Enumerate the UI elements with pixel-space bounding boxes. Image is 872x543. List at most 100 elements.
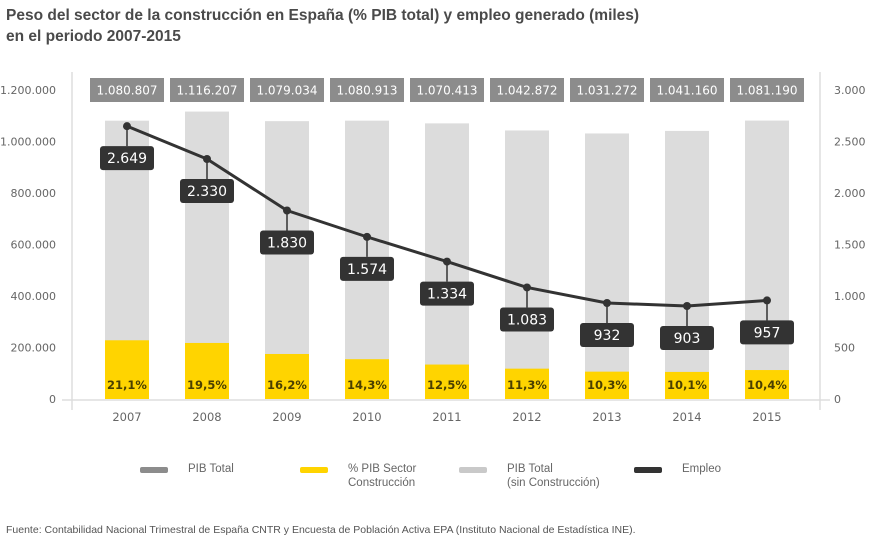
bar-pib-construccion — [425, 364, 469, 399]
right-axis-tick-label: 1.500 — [834, 239, 866, 252]
left-axis-tick-label: 400.000 — [11, 290, 57, 303]
empleo-label-box — [260, 230, 314, 255]
empleo-value-label: 957 — [754, 325, 781, 341]
pib-total-label-box — [650, 78, 724, 102]
pib-total-label-box — [730, 78, 804, 102]
empleo-value-label: 903 — [674, 331, 701, 347]
empleo-label-box — [740, 320, 794, 345]
pct-construccion-label: 21,1% — [107, 378, 147, 392]
empleo-label-box — [180, 179, 234, 204]
pct-construccion-label: 11,3% — [507, 378, 547, 392]
empleo-value-label: 1.830 — [267, 236, 307, 252]
empleo-label-box — [500, 307, 554, 332]
bar-pib-sin-construccion — [265, 121, 309, 399]
right-axis-tick-label: 2.000 — [834, 187, 866, 200]
x-axis-tick-label: 2014 — [672, 410, 701, 424]
empleo-label-box — [340, 256, 394, 281]
x-axis-tick-label: 2015 — [752, 410, 781, 424]
bar-pib-sin-construccion — [585, 133, 629, 400]
pct-construccion-label: 10,3% — [587, 378, 627, 392]
empleo-point — [123, 122, 131, 131]
empleo-value-label: 1.083 — [507, 312, 547, 328]
bar-pib-construccion — [745, 370, 789, 399]
legend-label-empleo: Empleo — [682, 463, 721, 475]
bar-pib-sin-construccion — [665, 130, 709, 399]
left-axis-tick-label: 1.000.000 — [0, 136, 56, 149]
bar-pib-construccion — [505, 368, 549, 399]
chart-canvas: 0 200.000 400.000 600.000 800.000 1.000.000 1.… — [0, 72, 866, 424]
pib-total-label-box — [410, 78, 484, 102]
right-axis-tick-label: 1.000 — [834, 290, 866, 303]
x-axis-tick-label: 2011 — [432, 410, 461, 424]
bar-pib-construccion — [185, 342, 229, 399]
empleo-point — [763, 296, 771, 305]
pib-total-label-box — [330, 78, 404, 102]
pib-total-label: 1.070.413 — [416, 84, 477, 98]
legend-label-pib-sin-construccion: PIB Total (sin Construcción) — [507, 463, 600, 489]
chart-title-line-1: Peso del sector de la construcción en Es… — [6, 7, 640, 24]
empleo-point — [523, 283, 531, 292]
chart-title-line-2: en el periodo 2007-2015 — [6, 28, 181, 45]
bar-pib-construccion — [665, 371, 709, 399]
pct-construccion-label: 16,2% — [267, 378, 307, 392]
x-axis-tick-label: 2013 — [592, 410, 621, 424]
pib-total-label-box — [250, 78, 324, 102]
empleo-value-label: 1.334 — [427, 287, 467, 303]
pib-total-label-box — [90, 78, 164, 102]
bars-layer: 21,1% 19,5% 16,2% 14,3% 12,5% 11,3% 10,3% 10,1%… — [105, 111, 789, 400]
bar-pib-sin-construccion — [505, 130, 549, 400]
empleo-point — [443, 257, 451, 266]
chart-title: Peso del sector de la construcción en Es… — [6, 5, 639, 47]
legend-item-empleo: Empleo — [634, 462, 721, 476]
empleo-value-label: 932 — [594, 328, 621, 344]
legend-swatch-empleo — [634, 467, 662, 473]
pib-total-label: 1.116.207 — [176, 84, 237, 98]
bar-pib-construccion — [345, 359, 389, 399]
bar-pib-construccion — [105, 340, 149, 399]
x-axis-tick-label: 2012 — [512, 410, 541, 424]
pib-total-label: 1.080.913 — [336, 84, 397, 98]
legend-label-pib-construccion: % PIB Sector Construcción — [348, 463, 417, 489]
legend-label-pib-total: PIB Total — [188, 463, 234, 475]
empleo-label-box — [660, 325, 714, 350]
right-axis-tick-label: 0 — [834, 393, 841, 406]
empleo-label-box — [100, 146, 154, 171]
x-axis-tick-label: 2008 — [192, 410, 221, 424]
empleo-point — [203, 155, 211, 164]
empleo-point — [283, 206, 291, 215]
pib-total-label: 1.042.872 — [496, 84, 557, 98]
pct-construccion-label: 14,3% — [347, 378, 387, 392]
pib-total-label: 1.080.807 — [96, 84, 157, 98]
empleo-point — [683, 301, 691, 310]
pib-total-label-box — [570, 78, 644, 102]
x-axis-tick-label: 2007 — [112, 410, 141, 424]
pib-total-label: 1.041.160 — [656, 84, 717, 98]
legend-item-pib-construccion: % PIB Sector Construcción — [300, 462, 416, 490]
empleo-value-label: 1.574 — [347, 262, 387, 278]
legend-item-pib-sin-construccion: PIB Total (sin Construcción) — [459, 462, 600, 490]
pib-total-label: 1.081.190 — [736, 84, 797, 98]
legend-swatch-pib-sin-construccion — [459, 467, 487, 473]
empleo-point — [363, 232, 371, 241]
axes-layer: 0 200.000 400.000 600.000 800.000 1.000.000 1.… — [0, 72, 866, 424]
pct-construccion-label: 10,4% — [747, 378, 787, 392]
source-note: Fuente: Contabilidad Nacional Trimestral… — [6, 524, 636, 536]
pct-construccion-label: 10,1% — [667, 378, 707, 392]
pib-total-label: 1.079.034 — [256, 84, 317, 98]
bar-pib-construccion — [265, 353, 309, 399]
left-axis-tick-label: 800.000 — [11, 187, 57, 200]
empleo-value-label: 2.649 — [107, 151, 147, 167]
bar-pib-sin-construccion — [745, 120, 789, 400]
pib-total-label-box — [490, 78, 564, 102]
right-axis-tick-label: 2.500 — [834, 136, 866, 149]
empleo-point — [603, 299, 611, 308]
pct-construccion-label: 19,5% — [187, 378, 227, 392]
right-axis-tick-label: 3.000 — [834, 84, 866, 97]
pib-total-labels-layer: 1.080.807 1.116.207 1.079.034 1.080.913 1.07… — [90, 78, 804, 102]
x-axis-tick-label: 2010 — [352, 410, 381, 424]
legend-item-pib-total: PIB Total — [140, 462, 234, 476]
empleo-label-box — [420, 281, 474, 306]
empleo-line-layer: 2.649 2.330 1.830 1.574 1.334 1.083 932 903 957 — [100, 122, 794, 350]
left-axis-tick-label: 0 — [49, 393, 56, 406]
x-axis-tick-label: 2009 — [272, 410, 301, 424]
